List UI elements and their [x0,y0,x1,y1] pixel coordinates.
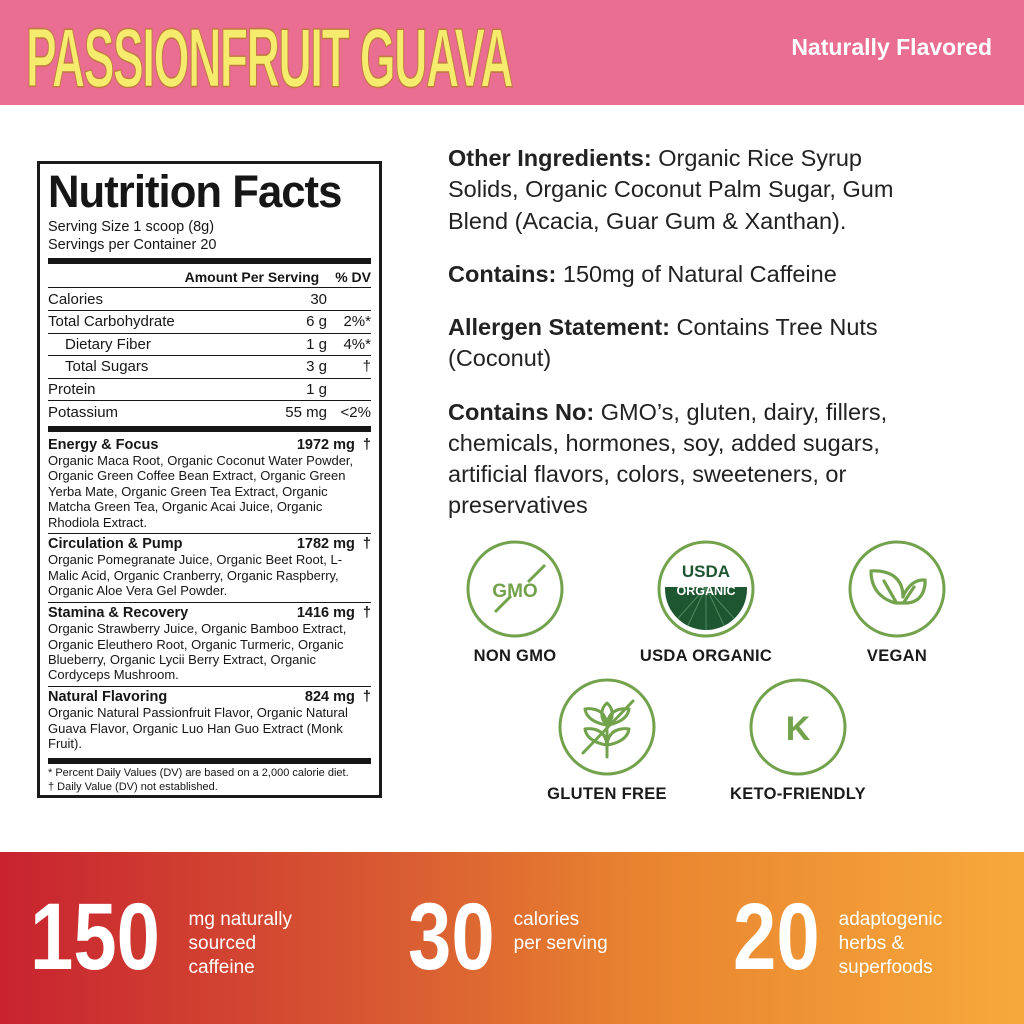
svg-text:ORGANIC: ORGANIC [676,584,735,598]
svg-text:GMO: GMO [492,581,537,602]
svg-text:USDA: USDA [682,562,730,581]
svg-text:K: K [786,710,811,748]
